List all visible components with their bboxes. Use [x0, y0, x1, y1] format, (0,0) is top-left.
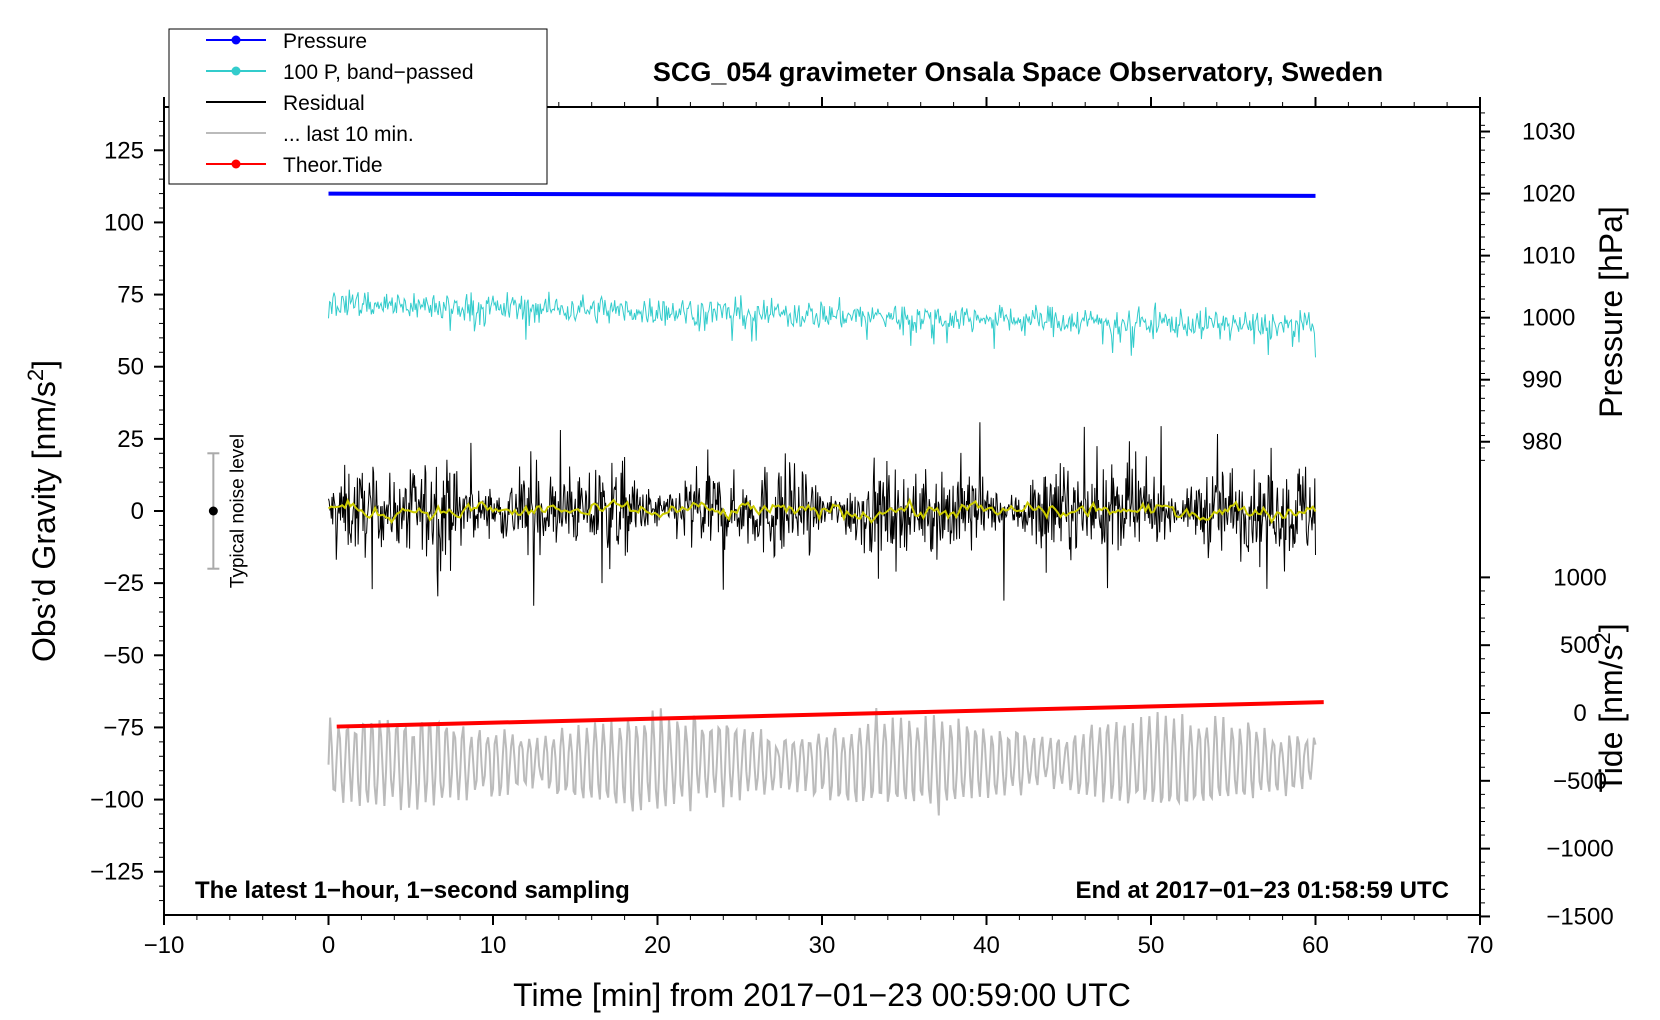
y-tick-label: −125 [90, 859, 144, 886]
footer-right-note: End at 2017−01−23 01:58:59 UTC [1075, 877, 1449, 904]
y-axis-right-pressure-title: Pressure [hPa] [1593, 206, 1629, 418]
series-layer [327, 191, 1324, 816]
y-axis-left-ticks: −125 −100 −75 −50 −25 0 25 50 75 100 125 [90, 120, 164, 902]
pressure-tick-label: 1000 [1522, 305, 1575, 332]
legend-label-residual: Residual [283, 92, 365, 115]
y-tick-label: −50 [103, 642, 144, 669]
x-tick-label: 50 [1138, 932, 1165, 959]
x-axis-ticks: −10 0 10 20 30 40 50 60 70 [144, 97, 1494, 959]
y-axis-right-tide-title: Tide [nm/s2] [1590, 623, 1629, 792]
y-tick-label: 125 [104, 137, 144, 164]
pressure-axis-ticks: 980 990 1000 1010 1020 1030 [1480, 112, 1575, 461]
x-tick-label: 0 [322, 932, 335, 959]
legend-marker [231, 159, 241, 169]
x-tick-label: 20 [644, 932, 671, 959]
tide-tick-label: −1500 [1546, 903, 1613, 930]
pressure-tick-label: 990 [1522, 367, 1562, 394]
legend-label-bandpassed: 100 P, band−passed [283, 61, 474, 84]
x-axis-title: Time [min] from 2017−01−23 00:59:00 UTC [513, 977, 1131, 1013]
noise-indicator: Typical noise level [207, 434, 248, 588]
series-bandpassed-pressure-line [328, 289, 1316, 358]
legend-label-last10: ... last 10 min. [283, 123, 414, 146]
tide-axis-ticks: −1500 −1000 −500 0 500 1000 [1480, 564, 1614, 930]
pressure-tick-label: 1010 [1522, 243, 1575, 270]
legend-marker [231, 66, 241, 76]
footer-left-note: The latest 1−hour, 1−second sampling [195, 877, 630, 904]
noise-indicator-label: Typical noise level [227, 434, 248, 588]
y-axis-left-title: Obs’d Gravity [nm/s2] [23, 360, 62, 662]
y-tick-label: 100 [104, 209, 144, 236]
legend-label-tide: Theor.Tide [283, 154, 383, 177]
y-tick-label: −75 [103, 714, 144, 741]
x-tick-label: 70 [1467, 932, 1494, 959]
noise-center-dot [208, 506, 218, 516]
y-tick-label: 25 [117, 426, 144, 453]
legend-label-pressure: Pressure [283, 30, 367, 53]
series-theoretical-tide-line [336, 700, 1324, 729]
x-tick-label: 30 [809, 932, 836, 959]
x-tick-label: 10 [480, 932, 507, 959]
series-last-10-min-line [327, 707, 1317, 816]
y-tick-label: 0 [131, 498, 144, 525]
y-tick-label: 50 [117, 354, 144, 381]
series-residual-smoothed-line [327, 497, 1317, 525]
y-tick-label: −25 [103, 570, 144, 597]
tide-tick-label: −1000 [1546, 836, 1613, 863]
tide-tick-label: −500 [1553, 768, 1607, 795]
pressure-tick-label: 980 [1522, 429, 1562, 456]
series-residual-line [328, 422, 1316, 606]
tide-tick-label: 1000 [1553, 564, 1606, 591]
tide-tick-label: 0 [1573, 700, 1586, 727]
pressure-tick-label: 1030 [1522, 119, 1575, 146]
legend-marker [231, 35, 241, 45]
y-tick-label: 75 [117, 282, 144, 309]
tide-tick-label: 500 [1560, 632, 1600, 659]
x-tick-label: 60 [1302, 932, 1329, 959]
x-tick-label: 40 [973, 932, 1000, 959]
pressure-tick-label: 1020 [1522, 181, 1575, 208]
legend: Pressure 100 P, band−passed Residual ...… [168, 28, 548, 185]
chart-title: SCG_054 gravimeter Onsala Space Observat… [653, 57, 1383, 87]
x-tick-label: −10 [144, 932, 185, 959]
y-tick-label: −100 [90, 787, 144, 814]
series-pressure-line [328, 191, 1316, 198]
